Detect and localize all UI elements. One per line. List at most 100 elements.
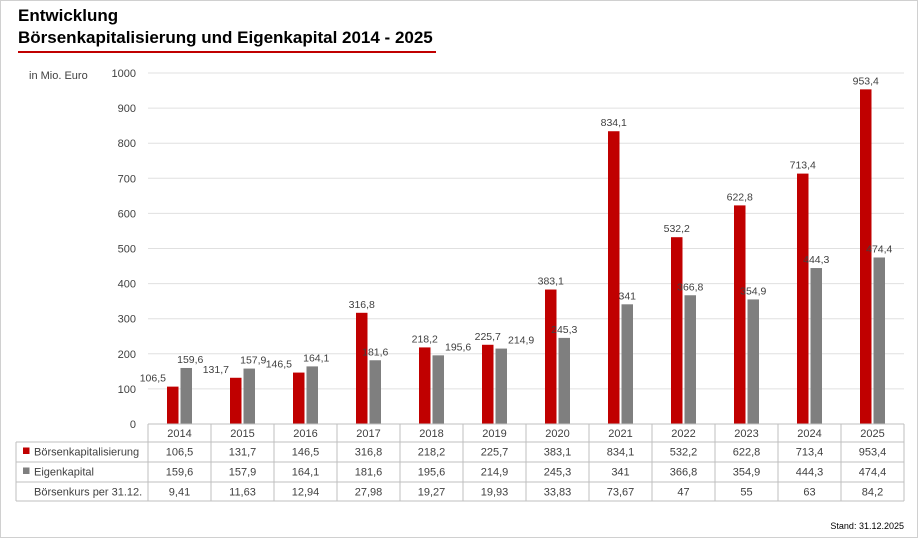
x-tick-label: 2025 (860, 428, 884, 440)
table-cell: 214,9 (481, 467, 509, 479)
bar-boersenkapitalisierung (734, 205, 746, 424)
table-cell: 131,7 (229, 447, 257, 459)
bar-eigenkapital (432, 355, 444, 424)
table-cell: 159,6 (166, 467, 194, 479)
table-cell: 73,67 (607, 487, 635, 499)
data-label: 181,6 (362, 346, 388, 358)
title-underline (18, 51, 436, 53)
table-cell: 532,2 (670, 447, 698, 459)
table-cell: 474,4 (859, 467, 887, 479)
table-cell: 55 (740, 487, 752, 499)
bar-boersenkapitalisierung (230, 377, 242, 424)
data-label: 225,7 (475, 331, 501, 343)
y-tick-label: 300 (118, 314, 136, 326)
x-tick-label: 2015 (230, 428, 254, 440)
y-tick-label: 900 (118, 103, 136, 115)
table-cell: 354,9 (733, 467, 761, 479)
table-cell: 27,98 (355, 487, 383, 499)
data-label: 146,5 (266, 359, 292, 371)
bar-eigenkapital (306, 366, 318, 424)
table-cell: 195,6 (418, 467, 446, 479)
data-label: 532,2 (664, 223, 690, 235)
y-tick-label: 100 (118, 384, 136, 396)
data-label: 106,5 (140, 373, 166, 385)
x-tick-label: 2024 (797, 428, 821, 440)
x-tick-label: 2021 (608, 428, 632, 440)
table-cell: 341 (611, 467, 629, 479)
bar-boersenkapitalisierung (167, 386, 179, 424)
data-label: 383,1 (538, 276, 564, 288)
table-cell: 157,9 (229, 467, 257, 479)
data-label: 245,3 (551, 324, 577, 336)
y-tick-label: 500 (118, 244, 136, 256)
bar-boersenkapitalisierung (545, 289, 557, 424)
data-label: 157,9 (240, 355, 266, 367)
table-cell: 953,4 (859, 447, 887, 459)
x-tick-label: 2020 (545, 428, 569, 440)
bar-eigenkapital (243, 368, 255, 424)
y-tick-label: 600 (118, 208, 136, 220)
x-tick-label: 2017 (356, 428, 380, 440)
y-tick-labels: 0 100 200 300 400 500 600 700 800 900 1000 (112, 68, 136, 431)
table-cell: 33,83 (544, 487, 572, 499)
legend-key (23, 467, 30, 474)
bar-eigenkapital (873, 257, 885, 424)
bar-eigenkapital (684, 295, 696, 424)
table-cell: 9,41 (169, 487, 190, 499)
x-tick-label: 2022 (671, 428, 695, 440)
x-tick-label: 2023 (734, 428, 758, 440)
data-label: 474,4 (866, 243, 892, 255)
table-cell: 84,2 (862, 487, 883, 499)
table-cell: 47 (677, 487, 689, 499)
table-cell: 146,5 (292, 447, 320, 459)
table-cell: 225,7 (481, 447, 509, 459)
y-tick-label: 200 (118, 349, 136, 361)
bar-eigenkapital (810, 268, 822, 424)
data-label: 341 (618, 290, 636, 302)
legend-key (23, 447, 30, 454)
bar-eigenkapital (369, 360, 381, 424)
table-cell: 106,5 (166, 447, 194, 459)
y-tick-label: 1000 (112, 68, 136, 80)
x-tick-label: 2018 (419, 428, 443, 440)
table-cell: 19,27 (418, 487, 446, 499)
bar-boersenkapitalisierung (419, 347, 431, 424)
table-cell: 12,94 (292, 487, 320, 499)
chart-title-line2: Börsenkapitalisierung und Eigenkapital 2… (18, 28, 433, 47)
data-label: 195,6 (445, 341, 471, 353)
bar-eigenkapital (180, 367, 192, 424)
table-cell: 622,8 (733, 447, 761, 459)
x-tick-label: 2019 (482, 428, 506, 440)
table-row-label: Eigenkapital (34, 467, 94, 479)
table-cell: 834,1 (607, 447, 635, 459)
data-label: 131,7 (203, 364, 229, 376)
table-cell: 316,8 (355, 447, 383, 459)
data-label: 214,9 (508, 335, 534, 347)
table-cell: 444,3 (796, 467, 824, 479)
bar-boersenkapitalisierung (482, 344, 494, 424)
bar-boersenkapitalisierung (293, 372, 305, 424)
data-label: 218,2 (412, 333, 438, 345)
y-tick-label: 800 (118, 138, 136, 150)
table-cell: 181,6 (355, 467, 383, 479)
data-label: 622,8 (727, 191, 753, 203)
x-tick-label: 2014 (167, 428, 191, 440)
table-cell: 245,3 (544, 467, 572, 479)
table-cell: 383,1 (544, 447, 572, 459)
y-axis-label: in Mio. Euro (29, 70, 88, 82)
data-label: 366,8 (677, 281, 703, 293)
y-tick-label: 400 (118, 279, 136, 291)
x-tick-label: 2016 (293, 428, 317, 440)
bar-eigenkapital (747, 299, 759, 424)
bar-boersenkapitalisierung (356, 312, 368, 424)
table-row-label: Börsenkurs per 31.12. (34, 487, 142, 499)
table-cell: 19,93 (481, 487, 509, 499)
table-cell: 63 (803, 487, 815, 499)
data-table: 2014 2015 2016 2017 2018 2019 2020 2021 2022 2023… (15, 423, 905, 502)
table-cell: 366,8 (670, 467, 698, 479)
chart-title-line1: Entwicklung (18, 6, 119, 25)
y-tick-label: 700 (118, 173, 136, 185)
gridlines (148, 72, 904, 425)
data-label: 953,4 (853, 75, 879, 87)
table-row-label: Börsenkapitalisierung (34, 447, 139, 459)
